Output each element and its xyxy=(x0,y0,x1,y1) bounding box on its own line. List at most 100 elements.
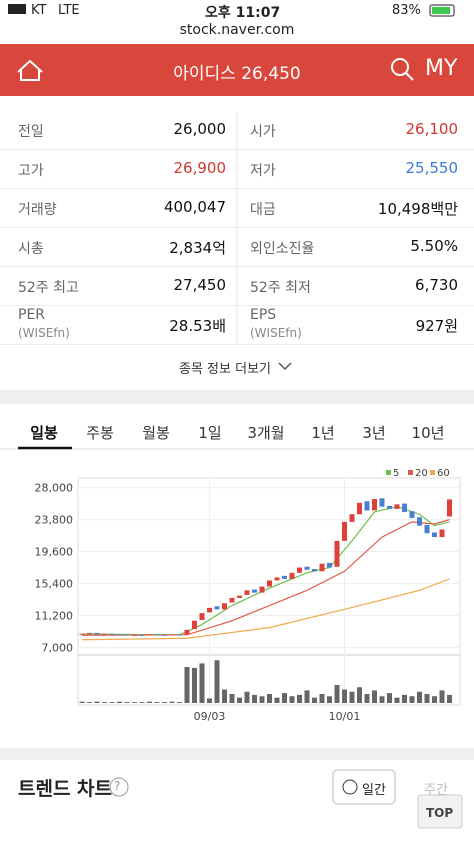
top-label: TOP xyxy=(426,806,454,820)
legend-label: 60 xyxy=(437,468,450,479)
cell-value: 10,498백만 xyxy=(377,200,458,218)
candle xyxy=(229,597,235,603)
tab[interactable]: 주봉 xyxy=(86,424,114,442)
volume-bar xyxy=(387,693,392,703)
battery: 83% xyxy=(392,3,421,18)
cell-label: 52주 최저 xyxy=(250,280,311,296)
volume-bar xyxy=(139,702,145,703)
tab[interactable]: 1일 xyxy=(198,424,222,442)
daily-label: 일간 xyxy=(362,783,386,798)
volume-bar xyxy=(87,702,92,703)
volume-bar xyxy=(282,693,287,703)
candle xyxy=(259,586,265,593)
cell-label: 시가 xyxy=(250,124,276,140)
volume-bar xyxy=(349,691,355,703)
weekly-label[interactable]: 주간 xyxy=(424,783,448,798)
volume-bar xyxy=(447,694,452,703)
help-text: ? xyxy=(114,779,121,793)
candle xyxy=(402,503,407,512)
top-button[interactable] xyxy=(417,794,463,829)
signal-icon xyxy=(8,4,26,14)
volume-bar xyxy=(259,696,265,703)
chart-frame xyxy=(77,477,461,706)
volume-bar xyxy=(319,694,325,703)
candle xyxy=(304,566,310,570)
help-icon[interactable] xyxy=(109,777,129,797)
candle xyxy=(342,521,347,541)
candle xyxy=(214,606,220,610)
candle xyxy=(267,580,272,587)
volume-bar xyxy=(312,697,317,703)
volume-bar xyxy=(147,701,152,703)
tab[interactable]: 1년 xyxy=(311,424,335,442)
tab[interactable]: 3년 xyxy=(362,424,386,442)
clock: 오후 11:07 xyxy=(205,5,281,21)
volume-bar xyxy=(439,690,445,703)
battery-icon xyxy=(429,4,455,17)
volume-bar xyxy=(364,694,370,703)
cell-value: 27,450 xyxy=(173,276,227,294)
candle xyxy=(222,603,227,610)
candle xyxy=(319,563,325,572)
cell-value: 25,550 xyxy=(405,159,459,177)
cell-value: 26,000 xyxy=(173,120,227,138)
y-tick-label: 19,600 xyxy=(35,546,74,559)
candle xyxy=(387,505,392,509)
volume-bar xyxy=(274,697,280,703)
candle xyxy=(417,517,422,526)
volume-bar xyxy=(184,667,190,703)
battery-level xyxy=(432,7,450,14)
volume-bar xyxy=(289,696,295,703)
volume-bar xyxy=(297,694,302,703)
more-link[interactable]: 종목 정보 더보기 xyxy=(179,362,271,377)
cell-label: 저가 xyxy=(250,163,276,179)
candle xyxy=(439,529,445,538)
x-tick-label: 09/03 xyxy=(194,710,226,723)
tab[interactable]: 일봉 xyxy=(30,424,58,442)
volume-bar xyxy=(154,702,160,703)
candle xyxy=(274,577,280,581)
candle xyxy=(379,498,385,507)
search-icon[interactable] xyxy=(391,58,414,81)
candle xyxy=(102,633,107,635)
cell-value: 400,047 xyxy=(163,198,226,216)
candle xyxy=(94,632,100,635)
candle xyxy=(192,620,197,630)
tab[interactable]: 10년 xyxy=(411,424,445,442)
candle xyxy=(139,634,145,636)
candle xyxy=(177,634,182,636)
cell-label: 대금 xyxy=(250,202,276,218)
candle xyxy=(147,634,152,636)
volume-bar xyxy=(237,697,242,703)
daily-button[interactable] xyxy=(332,769,396,805)
candle xyxy=(109,633,115,635)
volume-bar xyxy=(222,689,227,703)
tab[interactable]: 3개월 xyxy=(247,424,285,442)
header-bar xyxy=(0,44,474,96)
cell-label: 외인소진율 xyxy=(250,241,315,257)
cell-value: 26,100 xyxy=(405,120,459,138)
candle xyxy=(432,532,437,538)
candle xyxy=(184,629,190,635)
cell-note: (WISEfn) xyxy=(18,326,70,340)
candle xyxy=(87,632,92,634)
y-tick-label: 11,200 xyxy=(35,609,74,622)
tab[interactable]: 월봉 xyxy=(142,424,170,442)
my-button[interactable]: MY xyxy=(425,56,458,81)
cell-value: 26,900 xyxy=(173,159,227,177)
volume-bar xyxy=(162,702,167,703)
candle xyxy=(237,595,242,598)
candle xyxy=(154,634,160,636)
candle xyxy=(244,590,250,595)
section-gap xyxy=(0,390,474,404)
candle xyxy=(372,499,377,511)
candle xyxy=(327,562,332,568)
candle xyxy=(424,524,430,534)
y-tick-label: 28,000 xyxy=(35,482,74,495)
candle xyxy=(409,511,415,519)
y-tick-label: 7,000 xyxy=(42,641,74,654)
volume-bar xyxy=(229,694,235,703)
cell-label: 고가 xyxy=(18,163,44,179)
volume-bar xyxy=(327,696,332,703)
